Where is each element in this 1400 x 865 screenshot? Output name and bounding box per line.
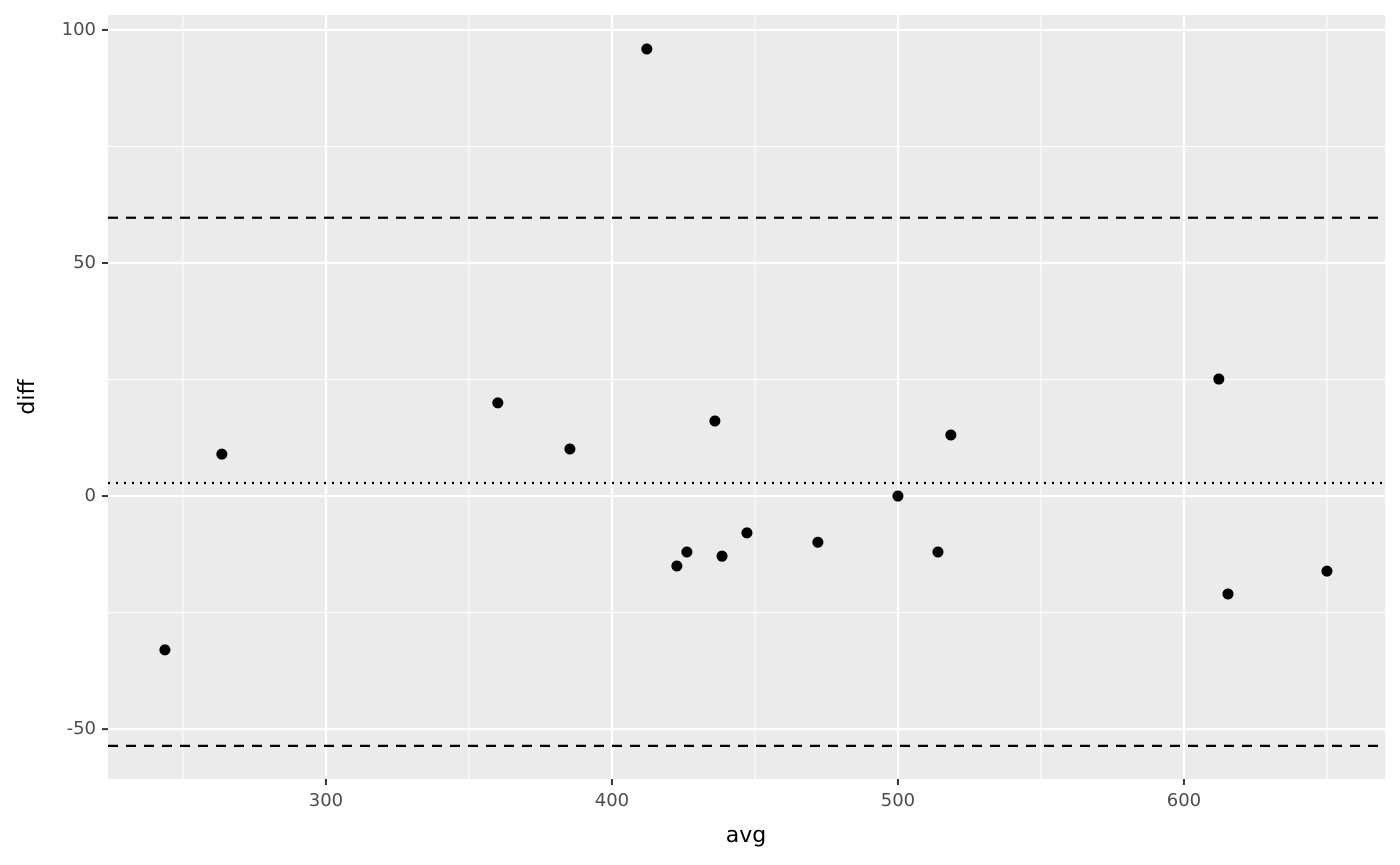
point xyxy=(681,546,693,558)
x-tick-label: 500 xyxy=(881,790,915,811)
point xyxy=(741,527,753,539)
x-tick-label: 300 xyxy=(309,790,343,811)
y-tick-label: 100 xyxy=(62,19,96,40)
point xyxy=(716,550,728,562)
point xyxy=(1222,588,1234,600)
point xyxy=(216,448,228,460)
point xyxy=(671,560,683,572)
point xyxy=(932,546,944,558)
point xyxy=(159,644,171,656)
point xyxy=(1321,565,1333,577)
x-tick-label: 400 xyxy=(595,790,629,811)
point xyxy=(641,43,653,55)
plot-background xyxy=(108,15,1385,779)
point xyxy=(892,490,904,502)
y-tick-label: 0 xyxy=(85,485,96,506)
point xyxy=(812,536,824,548)
point xyxy=(492,397,504,409)
point xyxy=(709,415,721,427)
y-tick-label: -50 xyxy=(67,718,96,739)
y-axis-label: diff xyxy=(15,379,40,415)
x-tick-label: 600 xyxy=(1167,790,1201,811)
point xyxy=(945,429,957,441)
point xyxy=(1213,373,1225,385)
point xyxy=(564,443,576,455)
x-axis-label: avg xyxy=(726,823,766,848)
y-tick-label: 50 xyxy=(73,252,96,273)
